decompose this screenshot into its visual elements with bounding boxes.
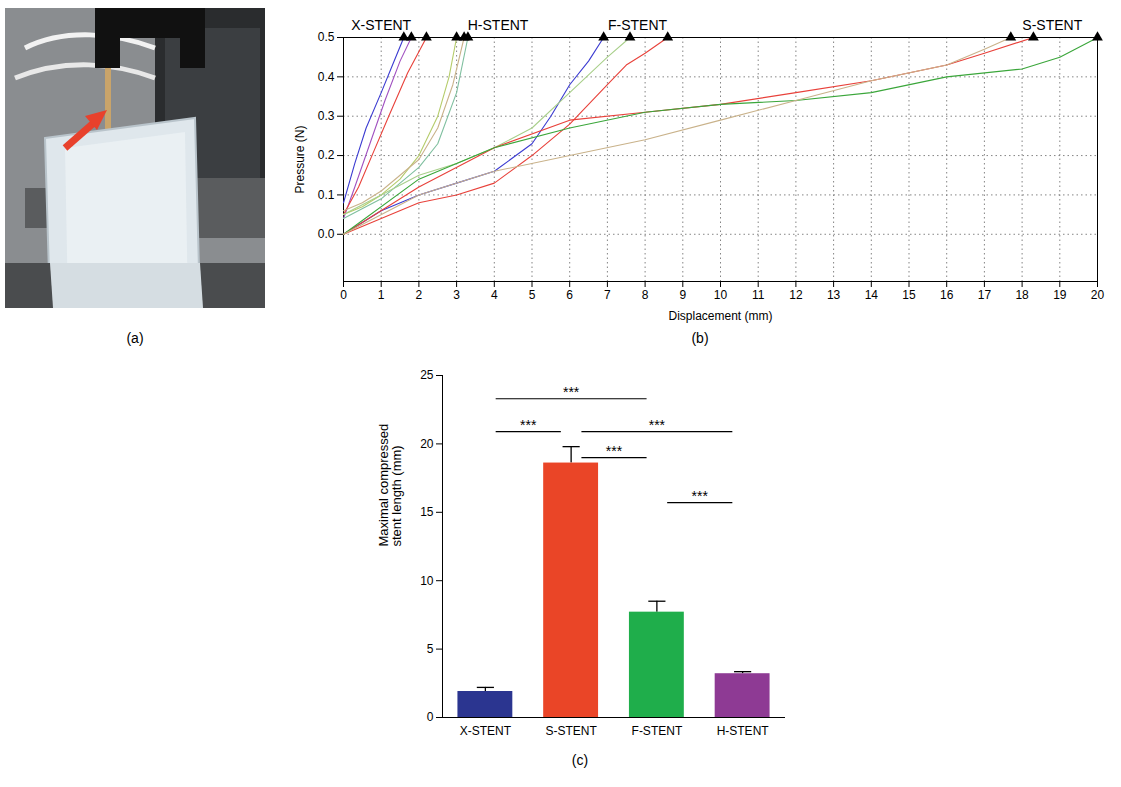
- svg-text:1: 1: [378, 288, 385, 302]
- svg-text:19: 19: [1053, 288, 1067, 302]
- svg-text:S-STENT: S-STENT: [1022, 17, 1082, 33]
- svg-text:5: 5: [427, 642, 434, 656]
- svg-text:F-STENT: F-STENT: [632, 724, 683, 738]
- svg-text:***: ***: [606, 443, 623, 459]
- svg-text:20: 20: [1091, 288, 1105, 302]
- svg-text:Maximal compressedstent length: Maximal compressedstent length (mm): [376, 424, 404, 547]
- svg-text:16: 16: [940, 288, 954, 302]
- svg-text:10: 10: [420, 574, 434, 588]
- svg-text:17: 17: [978, 288, 992, 302]
- svg-text:0.5: 0.5: [318, 30, 335, 44]
- svg-text:3: 3: [453, 288, 460, 302]
- svg-text:18: 18: [1015, 288, 1029, 302]
- svg-text:X-STENT: X-STENT: [460, 724, 512, 738]
- svg-text:4: 4: [491, 288, 498, 302]
- svg-text:13: 13: [827, 288, 841, 302]
- svg-text:***: ***: [520, 417, 537, 433]
- svg-text:25: 25: [420, 368, 434, 382]
- svg-text:0.1: 0.1: [318, 188, 335, 202]
- svg-text:20: 20: [420, 437, 434, 451]
- svg-text:H-STENT: H-STENT: [468, 17, 529, 33]
- svg-text:Displacement (mm): Displacement (mm): [668, 309, 772, 323]
- svg-text:10: 10: [714, 288, 728, 302]
- svg-text:5: 5: [529, 288, 536, 302]
- html-text:(b): (b): [691, 330, 709, 346]
- svg-text:***: ***: [692, 488, 709, 504]
- svg-text:0: 0: [340, 288, 347, 302]
- svg-text:11: 11: [752, 288, 765, 302]
- svg-text:12: 12: [789, 288, 803, 302]
- svg-text:0.2: 0.2: [318, 148, 335, 162]
- svg-text:X-STENT: X-STENT: [351, 17, 411, 33]
- svg-text:0.4: 0.4: [318, 70, 335, 84]
- svg-text:***: ***: [649, 417, 666, 433]
- svg-text:***: ***: [563, 384, 580, 400]
- svg-text:15: 15: [420, 505, 434, 519]
- svg-text:0: 0: [427, 710, 434, 724]
- svg-text:14: 14: [865, 288, 879, 302]
- svg-text:F-STENT: F-STENT: [608, 17, 668, 33]
- svg-text:8: 8: [642, 288, 649, 302]
- svg-text:Pressure (N): Pressure (N): [293, 125, 307, 193]
- svg-text:0.3: 0.3: [318, 109, 335, 123]
- svg-text:7: 7: [604, 288, 611, 302]
- svg-text:S-STENT: S-STENT: [545, 724, 597, 738]
- svg-text:H-STENT: H-STENT: [717, 724, 770, 738]
- html-text:(c): (c): [571, 752, 589, 768]
- svg-text:0.0: 0.0: [318, 227, 335, 241]
- svg-text:2: 2: [416, 288, 423, 302]
- svg-text:6: 6: [566, 288, 573, 302]
- html-text:(a): (a): [126, 330, 144, 346]
- svg-text:15: 15: [902, 288, 916, 302]
- svg-text:9: 9: [679, 288, 686, 302]
